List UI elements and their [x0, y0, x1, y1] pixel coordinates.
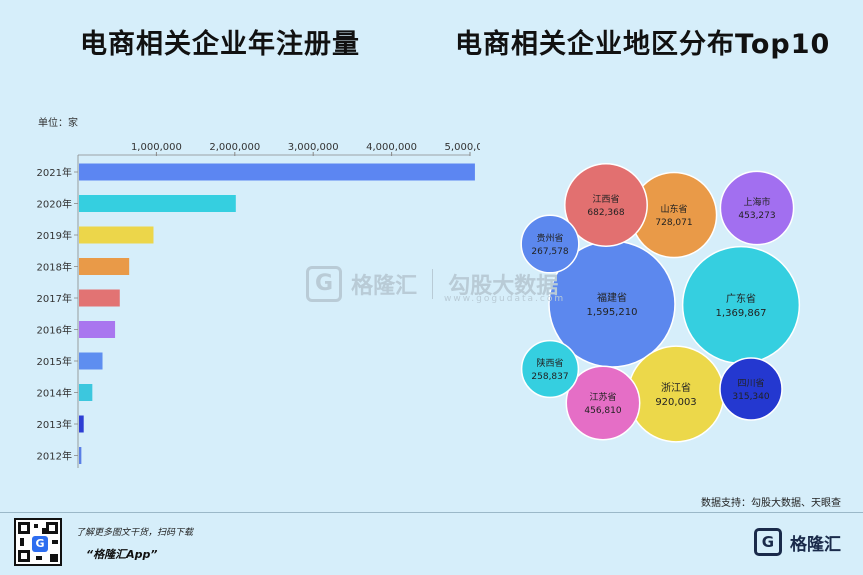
bubble-name: 江苏省: [589, 391, 616, 403]
y-category-label: 2017年: [37, 292, 72, 305]
bubble-贵州省: [520, 214, 580, 274]
bubble-value: 1,369,867: [716, 308, 767, 319]
bubble-value: 258,837: [531, 372, 568, 382]
bar-2015年: [79, 352, 103, 370]
bubble-name: 上海市: [743, 196, 770, 208]
bubble-name: 贵州省: [536, 232, 563, 244]
watermark: G 格隆汇 勾股大数据 www.gogudata.com: [306, 266, 563, 304]
qr-finder-icon: [18, 522, 30, 534]
bubble-江西省: [564, 163, 648, 247]
bubble-value: 267,578: [531, 247, 568, 257]
qr-finder-icon: [46, 522, 58, 534]
bar-2012年: [79, 447, 82, 464]
bar-2018年: [79, 258, 130, 275]
brand-logo: G 格隆汇: [753, 528, 841, 556]
x-tick-label: 2,000,000: [209, 142, 260, 153]
qr-code[interactable]: G: [14, 518, 62, 566]
promo-text: 了解更多图文干货，扫码下载: [76, 528, 194, 538]
watermark-separator: [432, 269, 434, 299]
bubble-value: 682,368: [587, 208, 624, 218]
bubble-name: 江西省: [592, 193, 619, 205]
watermark-logo-icon: G: [306, 266, 342, 302]
x-tick-label: 1,000,000: [131, 142, 182, 153]
promo-app-name: “格隆汇App”: [86, 548, 158, 561]
bar-2013年: [79, 415, 84, 433]
bubble-name: 山东省: [660, 203, 687, 215]
x-tick-label: 4,000,000: [366, 142, 417, 153]
right-chart-title: 电商相关企业地区分布Top10: [455, 29, 831, 60]
y-category-label: 2014年: [37, 387, 72, 400]
bubble-name: 广东省: [726, 292, 756, 305]
bubble-name: 福建省: [597, 291, 627, 304]
y-category-label: 2020年: [37, 198, 72, 211]
data-source: 数据支持：勾股大数据、天眼查: [701, 498, 841, 509]
bubble-value: 1,595,210: [587, 307, 638, 318]
bubble-name: 陕西省: [536, 357, 563, 369]
y-category-label: 2021年: [37, 166, 72, 179]
bubble-浙江省: [627, 345, 725, 443]
bubble-value: 315,340: [732, 392, 769, 402]
x-tick-label: 5,000,000: [445, 142, 480, 153]
bubble-上海市: [719, 170, 795, 246]
y-category-label: 2015年: [37, 355, 72, 368]
bubble-广东省: [681, 245, 801, 365]
bubble-江苏省: [565, 365, 641, 441]
watermark-name: 格隆汇: [351, 274, 418, 299]
brand-logo-icon: G: [753, 528, 782, 556]
y-category-label: 2019年: [37, 229, 72, 242]
bubble-name: 浙江省: [661, 381, 691, 394]
bubble-value: 728,071: [655, 218, 692, 228]
bubble-value: 920,003: [655, 397, 696, 408]
bar-2016年: [79, 321, 116, 338]
y-category-label: 2016年: [37, 324, 72, 337]
bar-2017年: [79, 289, 120, 307]
bubble-四川省: [719, 357, 783, 421]
bubble-value: 453,273: [738, 211, 775, 221]
qr-logo-icon: G: [32, 536, 48, 552]
bar-2019年: [79, 226, 154, 244]
watermark-name2: 勾股大数据: [448, 274, 559, 299]
x-tick-label: 3,000,000: [288, 142, 339, 153]
qr-finder-icon: [18, 550, 30, 562]
registration-bar-chart: 单位：家 1,000,000 2,000,000 3,000,000 4,000,000…: [37, 116, 480, 468]
footer-divider: [0, 512, 863, 513]
bubble-value: 456,810: [584, 406, 621, 416]
y-category-label: 2018年: [37, 261, 72, 274]
left-chart-title: 电商相关企业年注册量: [80, 29, 360, 60]
bubble-陕西省: [520, 339, 580, 399]
bar-2020年: [79, 195, 236, 212]
bar-2021年: [79, 163, 475, 181]
bar-2014年: [79, 384, 93, 401]
region-bubble-chart: 福建省 1,595,210 广东省 1,369,867 浙江省 920,003 山东省 728…: [520, 163, 801, 443]
brand-name: 格隆汇: [790, 534, 841, 555]
y-category-label: 2013年: [37, 418, 72, 431]
watermark-url: www.gogudata.com: [444, 294, 566, 304]
unit-label: 单位：家: [38, 116, 78, 129]
bubble-name: 四川省: [737, 377, 764, 389]
y-category-label: 2012年: [37, 450, 72, 463]
